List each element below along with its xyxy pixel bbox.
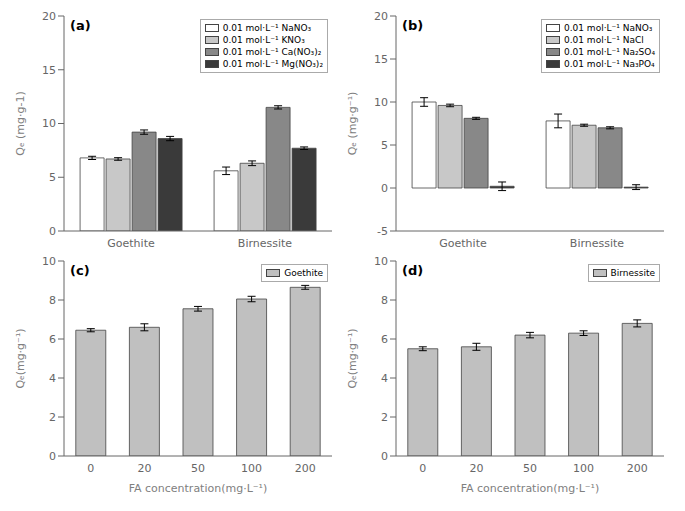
html-text:(b): (b) <box>402 18 424 33</box>
svg-text:-5: -5 <box>377 225 388 238</box>
html-text:Goethite: Goethite <box>284 268 323 278</box>
svg-text:0: 0 <box>87 462 94 475</box>
svg-text:15: 15 <box>42 64 56 77</box>
svg-text:0: 0 <box>381 450 388 463</box>
html-text:0.01 mol·L⁻¹ KNO₃: 0.01 mol·L⁻¹ KNO₃ <box>222 35 305 45</box>
svg-text:50: 50 <box>191 462 205 475</box>
svg-text:15: 15 <box>374 53 388 66</box>
html-text:0.01 mol·L⁻¹ NaCl: 0.01 mol·L⁻¹ NaCl <box>564 35 644 45</box>
svg-text:Qₑ (mg·g-1): Qₑ (mg·g-1) <box>14 91 27 155</box>
svg-text:100: 100 <box>241 462 262 475</box>
svg-text:5: 5 <box>381 139 388 152</box>
svg-text:FA concentration(mg·L⁻¹): FA concentration(mg·L⁻¹) <box>129 482 268 495</box>
svg-text:8: 8 <box>49 294 56 307</box>
svg-text:20: 20 <box>374 10 388 23</box>
svg-text:20: 20 <box>137 462 151 475</box>
svg-text:0: 0 <box>381 182 388 195</box>
svg-text:20: 20 <box>42 10 56 23</box>
svg-text:100: 100 <box>573 462 594 475</box>
svg-text:Qₑ (mg·g⁻¹): Qₑ (mg·g⁻¹) <box>346 92 359 156</box>
svg-text:2: 2 <box>49 411 56 424</box>
svg-text:0: 0 <box>49 450 56 463</box>
html-text:0.01 mol·L⁻¹ Na₂SO₄: 0.01 mol·L⁻¹ Na₂SO₄ <box>564 47 655 57</box>
html-text:0.01 mol·L⁻¹ Na₃PO₄: 0.01 mol·L⁻¹ Na₃PO₄ <box>564 59 655 69</box>
svg-text:4: 4 <box>49 372 56 385</box>
svg-text:0: 0 <box>419 462 426 475</box>
svg-text:2: 2 <box>381 411 388 424</box>
svg-text:Goethite: Goethite <box>107 237 155 250</box>
svg-text:5: 5 <box>49 171 56 184</box>
svg-text:Birnessite: Birnessite <box>570 237 625 250</box>
svg-text:6: 6 <box>49 333 56 346</box>
svg-text:10: 10 <box>42 255 56 268</box>
html-text:(a): (a) <box>70 18 91 33</box>
svg-text:Qₑ(mg·g⁻¹): Qₑ(mg·g⁻¹) <box>14 328 27 388</box>
html-text:0.01 mol·L⁻¹ NaNO₃: 0.01 mol·L⁻¹ NaNO₃ <box>564 23 653 33</box>
svg-text:8: 8 <box>381 294 388 307</box>
svg-text:10: 10 <box>374 96 388 109</box>
svg-text:4: 4 <box>381 372 388 385</box>
svg-text:200: 200 <box>295 462 316 475</box>
svg-text:6: 6 <box>381 333 388 346</box>
svg-text:FA concentration(mg·L⁻¹): FA concentration(mg·L⁻¹) <box>461 482 600 495</box>
svg-text:20: 20 <box>469 462 483 475</box>
svg-text:10: 10 <box>42 117 56 130</box>
html-text:(c): (c) <box>70 263 90 278</box>
svg-text:200: 200 <box>627 462 648 475</box>
html-text:0.01 mol·L⁻¹ Mg(NO₃)₂: 0.01 mol·L⁻¹ Mg(NO₃)₂ <box>222 59 323 69</box>
html-text:(d): (d) <box>402 263 424 278</box>
svg-text:Goethite: Goethite <box>439 237 487 250</box>
svg-text:0: 0 <box>49 225 56 238</box>
svg-text:Birnessite: Birnessite <box>238 237 293 250</box>
html-text:0.01 mol·L⁻¹ NaNO₃: 0.01 mol·L⁻¹ NaNO₃ <box>222 23 312 33</box>
svg-text:10: 10 <box>374 255 388 268</box>
svg-text:50: 50 <box>523 462 537 475</box>
html-text:0.01 mol·L⁻¹ Ca(NO₃)₂: 0.01 mol·L⁻¹ Ca(NO₃)₂ <box>222 47 322 57</box>
svg-text:Qₑ(mg·g⁻¹): Qₑ(mg·g⁻¹) <box>346 328 359 388</box>
html-text:Birnessite: Birnessite <box>610 268 655 278</box>
